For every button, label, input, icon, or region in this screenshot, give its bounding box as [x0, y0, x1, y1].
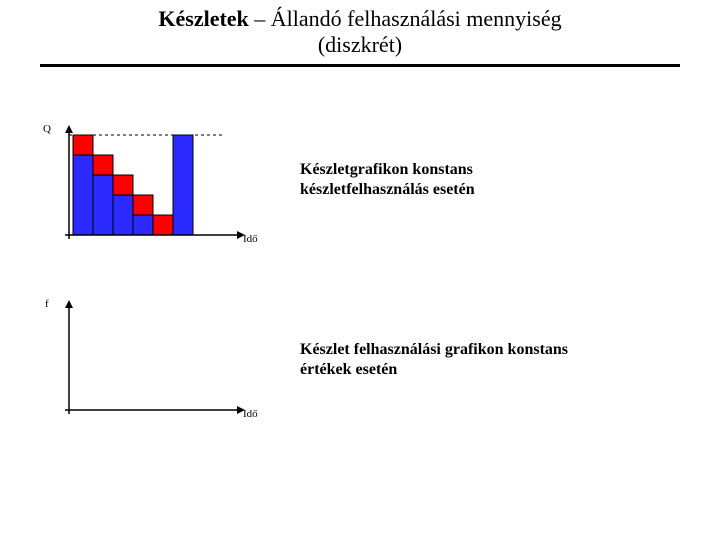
- chart-usage: f Idő: [55, 300, 265, 440]
- chart-inventory: Q Idő: [55, 125, 265, 265]
- chart1-y-label: Q: [43, 123, 51, 135]
- caption-2-line-2: értékek esetén: [300, 361, 397, 378]
- caption-1-line-2: készletfelhasználás esetén: [300, 181, 475, 198]
- chart2-y-label: f: [45, 298, 49, 310]
- chart1-x-label: Idő: [243, 233, 258, 245]
- caption-1: Készletgrafikon konstans készletfelhaszn…: [300, 160, 680, 200]
- title-rest: – Állandó felhasználási mennyiség: [249, 6, 562, 31]
- caption-2-line-1: Készlet felhasználási grafikon konstans: [300, 341, 568, 358]
- title-block: Készletek – Állandó felhasználási mennyi…: [0, 6, 720, 59]
- chart2-x-label: Idő: [243, 408, 258, 420]
- slide: Készletek – Állandó felhasználási mennyi…: [0, 0, 720, 540]
- caption-1-line-1: Készletgrafikon konstans: [300, 161, 473, 178]
- chart1-svg: [55, 125, 265, 265]
- title-underline: [40, 64, 680, 67]
- caption-2: Készlet felhasználási grafikon konstans …: [300, 340, 680, 380]
- chart2-svg: [55, 300, 265, 440]
- title-bold: Készletek: [158, 6, 248, 31]
- title-line-1: Készletek – Állandó felhasználási mennyi…: [0, 6, 720, 32]
- title-line-2: (diszkrét): [0, 32, 720, 58]
